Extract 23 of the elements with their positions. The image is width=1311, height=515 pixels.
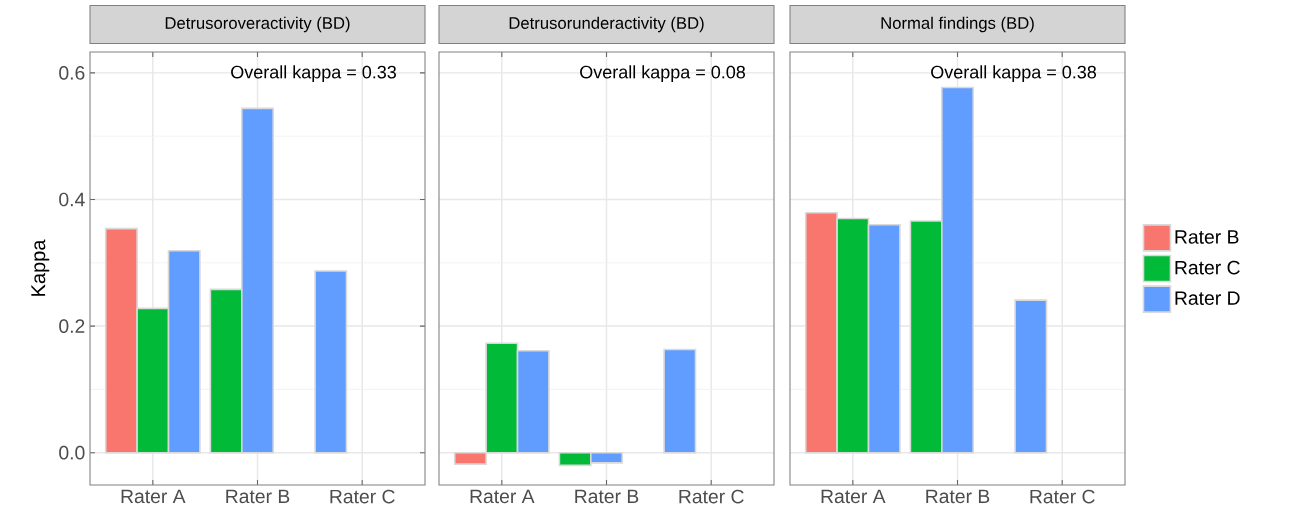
x-tick-label: Rater A [470,489,535,504]
legend-label: Rater C [1175,260,1240,275]
y-tick-label: 0.2 [59,319,85,333]
annotation: Overall kappa = 0.33 [231,65,397,83]
x-tick-label: Rater C [330,489,395,504]
x-tick-label: Rater A [121,489,186,504]
annotation: Overall kappa = 0.38 [931,65,1097,83]
x-tick-label: Rater B [926,489,990,504]
x-tick-label: Rater B [226,489,290,504]
chart-title: Detrusorunderactivity (BD) [509,16,704,33]
y-tick-label: 0.4 [59,192,85,207]
x-tick-label: Rater C [679,489,744,504]
annotation: Overall kappa = 0.08 [580,65,746,83]
chart-title: Detrusoroveractivity (BD) [165,16,350,33]
legend-label: Rater B [1175,230,1239,244]
x-tick-label: Rater A [821,489,886,504]
legend-label: Rater D [1175,291,1240,305]
chart-title: Normal findings (BD) [881,16,1034,33]
x-tick-label: Rater B [575,489,639,504]
y-axis-title: Kappa [31,239,50,296]
y-tick-label: 0.0 [59,445,85,460]
y-tick-label: 0.6 [59,66,85,80]
x-tick-label: Rater C [1030,489,1095,504]
